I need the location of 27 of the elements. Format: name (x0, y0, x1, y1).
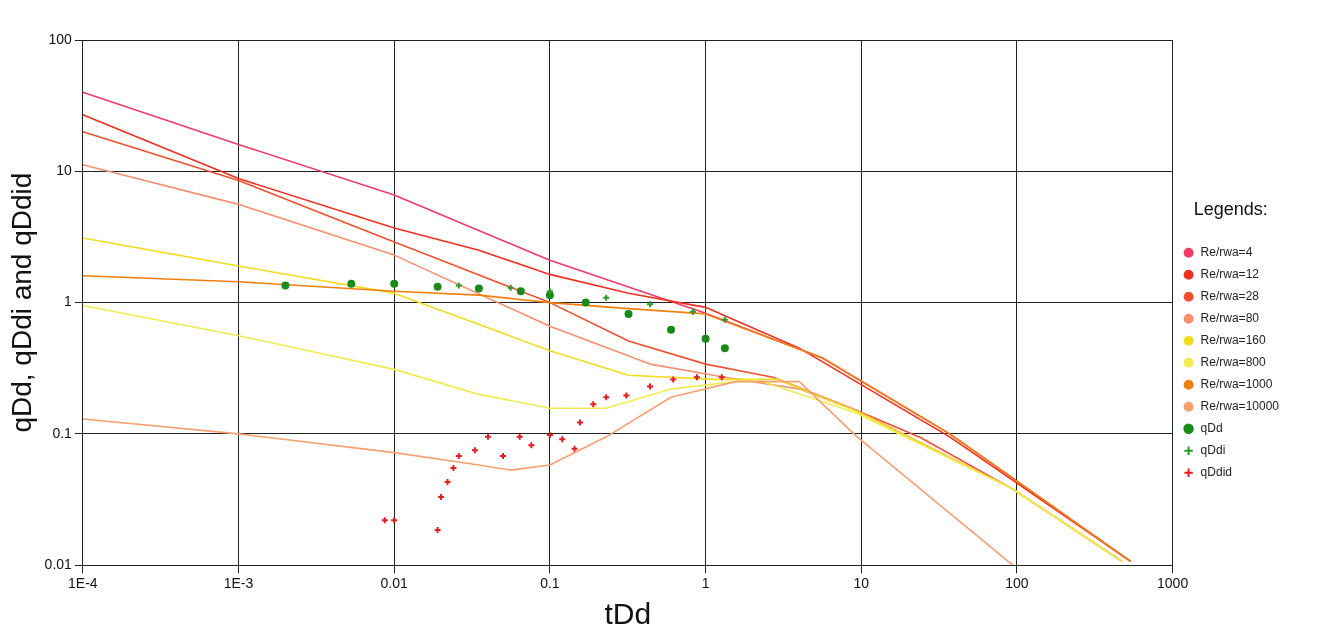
legend-label: qDdid (1200, 465, 1232, 480)
legend-label: Re/rwa=12 (1200, 267, 1260, 282)
legend-label: Re/rwa=10000 (1200, 399, 1280, 414)
legend-label: Re/rwa=800 (1200, 355, 1266, 370)
legend-label: Re/rwa=1000 (1200, 377, 1273, 392)
legend-label: qDdi (1200, 443, 1226, 458)
x-tick-label: 1E-3 (223, 575, 254, 592)
x-tick-label: 100 (1005, 575, 1029, 592)
y-tick-label: 100 (48, 30, 73, 47)
x-tick-label: 1E-4 (68, 575, 98, 592)
legend-label: Re/rwa=28 (1200, 289, 1260, 304)
legend-label: Re/rwa=160 (1200, 333, 1266, 348)
x-axis-title: tDd (604, 597, 652, 631)
legend-label: Re/rwa=80 (1200, 311, 1260, 326)
legend-label: qDd (1200, 421, 1223, 436)
x-tick-label: 1000 (1157, 575, 1189, 592)
x-tick-label: 10 (853, 575, 870, 592)
x-tick-label: 0.1 (540, 575, 560, 592)
y-tick-label: 0.1 (52, 424, 73, 441)
y-tick-label: 0.01 (44, 556, 73, 573)
x-tick-label: 1 (701, 575, 710, 592)
y-tick-label: 1 (64, 293, 73, 310)
y-axis-title: qDd, qDdi and qDdid (5, 172, 37, 433)
x-tick-label: 0.01 (380, 575, 409, 592)
legend-title: Legends: (1193, 199, 1268, 220)
legend-label: Re/rwa=4 (1200, 245, 1253, 260)
y-tick-label: 10 (56, 162, 73, 179)
